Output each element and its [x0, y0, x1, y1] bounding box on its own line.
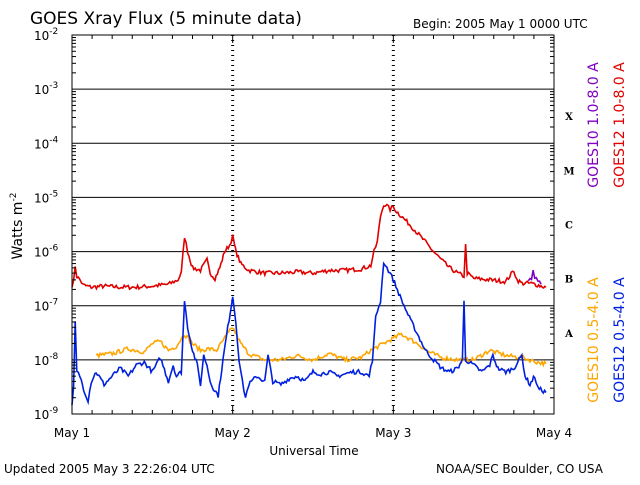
legend: GOES12 1.0-8.0 A GOES10 1.0-8.0 A GOES10 0…: [586, 62, 628, 403]
y-tick-label: 10-3: [34, 81, 58, 97]
y-tick-label: 10-6: [34, 244, 59, 260]
flare-class-label: A: [564, 329, 573, 340]
series-line: [527, 270, 542, 285]
y-tick-label: 10-2: [34, 27, 58, 43]
y-axis-label: Watts m: [10, 202, 26, 260]
series-line: [71, 203, 547, 291]
flare-class-label: M: [563, 166, 574, 177]
series-line: [71, 261, 547, 406]
chart-title: GOES Xray Flux (5 minute data): [30, 9, 302, 29]
source-label: NOAA/SEC Boulder, CO USA: [436, 462, 604, 476]
updated-label: Updated 2005 May 3 22:26:04 UTC: [4, 462, 215, 476]
begin-label: Begin: 2005 May 1 0000 UTC: [413, 17, 588, 31]
y-axis-label-group: Watts m-2: [9, 193, 26, 260]
y-tick-label: 10-9: [34, 406, 59, 422]
x-tick-label: May 2: [215, 426, 251, 440]
tick-layer: 10-2 10-3 10-4 10-5 10-6 10-7 10-8 10-9 May 1 May…: [34, 27, 575, 440]
y-tick-label: 10-5: [34, 189, 58, 205]
x-axis-label: Universal Time: [269, 444, 358, 458]
x-tick-label: May 4: [536, 426, 572, 440]
series-layer: [71, 203, 547, 406]
legend-entry: GOES10 0.5-4.0 A: [586, 277, 602, 403]
flare-class-label: C: [565, 221, 573, 232]
flare-class-label: B: [565, 275, 573, 286]
y-axis-label-exponent: -2: [9, 193, 19, 202]
legend-entry: GOES12 1.0-8.0 A: [612, 62, 628, 188]
svg-text:Watts m-2: Watts m-2: [9, 193, 26, 260]
x-tick-label: May 3: [375, 426, 411, 440]
legend-entry: GOES12 0.5-4.0 A: [612, 277, 628, 403]
legend-entry: GOES10 1.0-8.0 A: [586, 62, 602, 188]
y-tick-label: 10-7: [34, 298, 58, 314]
y-tick-label: 10-8: [34, 352, 59, 368]
flare-class-label: X: [565, 112, 573, 123]
y-tick-label: 10-4: [34, 135, 59, 151]
x-tick-label: May 1: [54, 426, 90, 440]
